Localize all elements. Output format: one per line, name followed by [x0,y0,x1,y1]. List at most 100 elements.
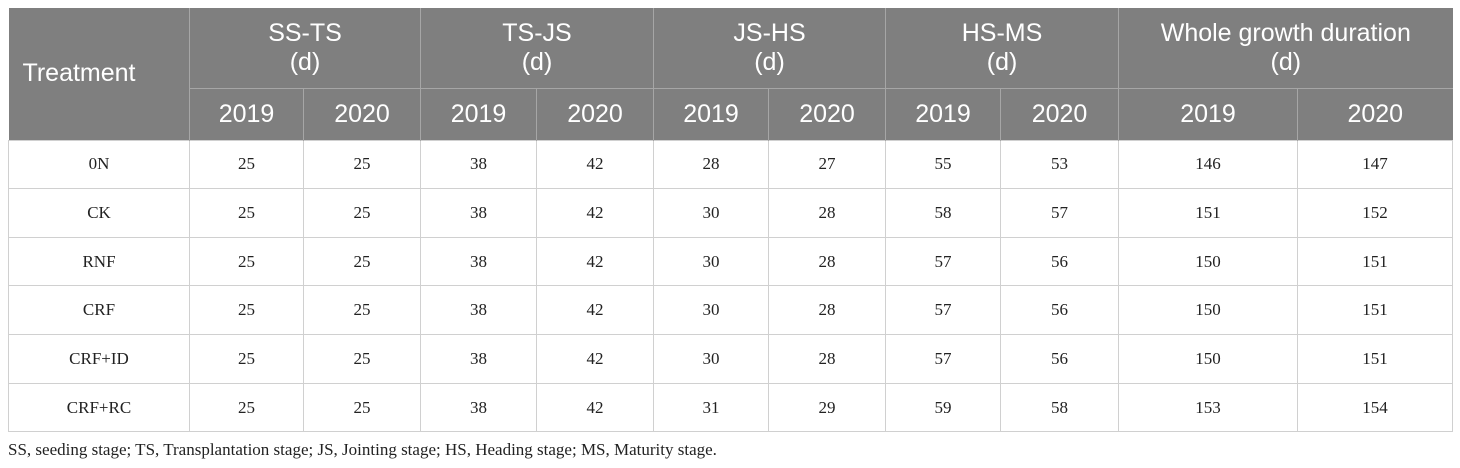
value-cell: 42 [535,334,655,384]
value-cell: 42 [535,382,655,433]
year-header: 2019 [420,88,537,140]
group-name: JS-HS [733,18,806,47]
value-cell: 154 [1297,382,1454,433]
year-header: 2020 [768,88,886,140]
treatment-cell: CRF+ID [8,334,190,384]
year-header: 2020 [303,88,421,140]
value-cell: 25 [189,236,304,287]
table-footnote: SS, seeding stage; TS, Transplantation s… [8,440,717,459]
value-cell: 53 [1000,139,1120,190]
value-cell: 25 [303,139,421,190]
value-cell: 56 [1000,334,1120,384]
year-header: 2019 [1118,88,1298,140]
year-header: 2020 [1297,88,1453,140]
treatment-cell: CRF+RC [8,382,190,433]
group-header-whole-growth-duration: Whole growth duration (d) [1118,8,1453,89]
value-cell: 56 [1000,236,1120,287]
treatment-cell: CK [8,188,190,238]
table-row: RNF 25 25 38 42 30 28 57 56 150 151 [8,236,1454,287]
group-name: Whole growth duration [1160,18,1411,47]
table-row: 0N 25 25 38 42 28 27 55 53 146 147 [8,139,1454,190]
table-row: CRF+ID 25 25 38 42 30 28 57 56 150 151 [8,334,1454,384]
value-cell: 25 [189,285,304,336]
value-cell: 153 [1118,382,1299,433]
table-row: CK 25 25 38 42 30 28 58 57 151 152 [8,188,1454,238]
value-cell: 152 [1297,188,1454,238]
group-unit: (d) [521,47,553,76]
group-header-hs-ms: HS-MS (d) [885,8,1119,89]
year-header: 2019 [653,88,769,140]
value-cell: 57 [1000,188,1120,238]
value-cell: 42 [535,285,655,336]
treatment-cell: CRF [8,285,190,336]
table-row: CRF+RC 25 25 38 42 31 29 59 58 153 154 [8,382,1454,433]
value-cell: 28 [768,334,887,384]
value-cell: 59 [885,382,1002,433]
group-unit: (d) [289,47,321,76]
treatment-cell: RNF [8,236,190,287]
value-cell: 28 [768,285,887,336]
value-cell: 29 [768,382,887,433]
value-cell: 56 [1000,285,1120,336]
value-cell: 57 [885,285,1002,336]
value-cell: 57 [885,334,1002,384]
group-header-js-hs: JS-HS (d) [653,8,886,89]
value-cell: 42 [535,139,655,190]
value-cell: 150 [1118,285,1299,336]
group-name: HS-MS [961,18,1043,47]
value-cell: 38 [420,382,537,433]
treatment-cell: 0N [8,139,190,190]
year-header: 2019 [885,88,1001,140]
value-cell: 42 [535,188,655,238]
value-cell: 25 [303,382,421,433]
value-cell: 42 [535,236,655,287]
value-cell: 58 [1000,382,1120,433]
group-name: TS-JS [502,18,572,47]
value-cell: 38 [420,285,537,336]
year-header: 2019 [189,88,304,140]
value-cell: 28 [768,188,887,238]
table-row: CRF 25 25 38 42 30 28 57 56 150 151 [8,285,1454,336]
growth-duration-table: Treatment SS-TS (d) TS-JS (d) JS-HS (d) … [8,8,1454,433]
value-cell: 30 [653,188,770,238]
value-cell: 25 [303,334,421,384]
table-body: 0N 25 25 38 42 28 27 55 53 146 147 CK 25 25 38 42 30 28 58… [8,139,1454,433]
value-cell: 58 [885,188,1002,238]
value-cell: 151 [1297,285,1454,336]
value-cell: 151 [1297,334,1454,384]
value-cell: 150 [1118,334,1299,384]
value-cell: 38 [420,188,537,238]
value-cell: 38 [420,236,537,287]
value-cell: 147 [1297,139,1454,190]
treatment-header: Treatment [8,8,190,140]
value-cell: 151 [1297,236,1454,287]
group-unit: (d) [1270,47,1302,76]
value-cell: 25 [189,382,304,433]
value-cell: 38 [420,139,537,190]
value-cell: 25 [189,139,304,190]
group-unit: (d) [986,47,1018,76]
value-cell: 28 [653,139,770,190]
value-cell: 28 [768,236,887,287]
value-cell: 30 [653,236,770,287]
value-cell: 25 [189,334,304,384]
group-header-ts-js: TS-JS (d) [419,8,654,89]
value-cell: 25 [303,285,421,336]
value-cell: 57 [885,236,1002,287]
value-cell: 30 [653,334,770,384]
value-cell: 151 [1118,188,1299,238]
group-header-ss-ts: SS-TS (d) [189,8,421,89]
value-cell: 30 [653,285,770,336]
year-header: 2020 [1000,88,1119,140]
value-cell: 146 [1118,139,1299,190]
value-cell: 25 [303,188,421,238]
value-cell: 27 [768,139,887,190]
value-cell: 31 [653,382,770,433]
group-unit: (d) [754,47,785,76]
value-cell: 55 [885,139,1002,190]
value-cell: 25 [303,236,421,287]
table-header: Treatment SS-TS (d) TS-JS (d) JS-HS (d) … [8,8,1453,140]
group-name: SS-TS [268,18,342,47]
value-cell: 25 [189,188,304,238]
value-cell: 38 [420,334,537,384]
